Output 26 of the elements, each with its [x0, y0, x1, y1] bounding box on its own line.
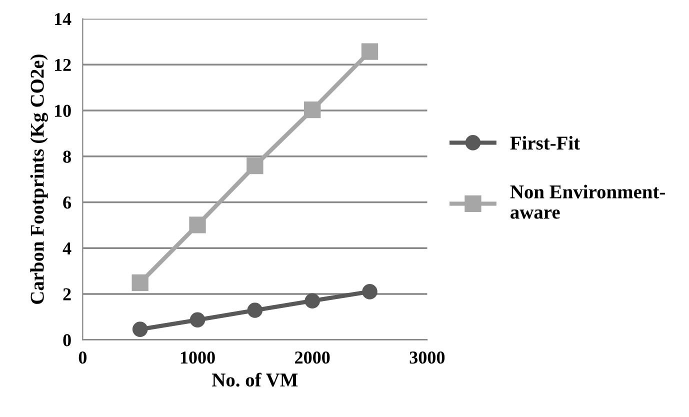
x-axis-title: No. of VM [212, 372, 298, 387]
point [304, 293, 320, 309]
x-tick-label: 2000 [295, 351, 330, 364]
point [304, 101, 321, 118]
y-tick-label: 4 [62, 242, 72, 254]
point [132, 274, 148, 292]
legend-label: First-Fit [510, 136, 580, 150]
point [361, 43, 378, 60]
y-tick-label: 14 [54, 13, 72, 26]
y-tick-label: 6 [63, 196, 72, 209]
legend-label: Non Environment- aware [510, 184, 665, 219]
y-axis-title: Carbon Footprints (Kg CO2e) [30, 54, 48, 304]
x-tick-label: 1000 [180, 351, 215, 364]
point [132, 322, 148, 337]
y-tick-label: 0 [63, 334, 71, 346]
y-tick-label: 2 [63, 288, 71, 300]
point [190, 312, 206, 328]
point [246, 157, 264, 174]
y-tick-label: 8 [63, 150, 71, 163]
y-tick-label: 10 [54, 104, 71, 117]
x-tick-label: 3000 [410, 351, 445, 364]
point [189, 216, 206, 234]
y-tick-label: 12 [54, 58, 71, 71]
point [362, 284, 378, 300]
point [247, 302, 263, 318]
x-tick-label: 0 [78, 351, 87, 364]
